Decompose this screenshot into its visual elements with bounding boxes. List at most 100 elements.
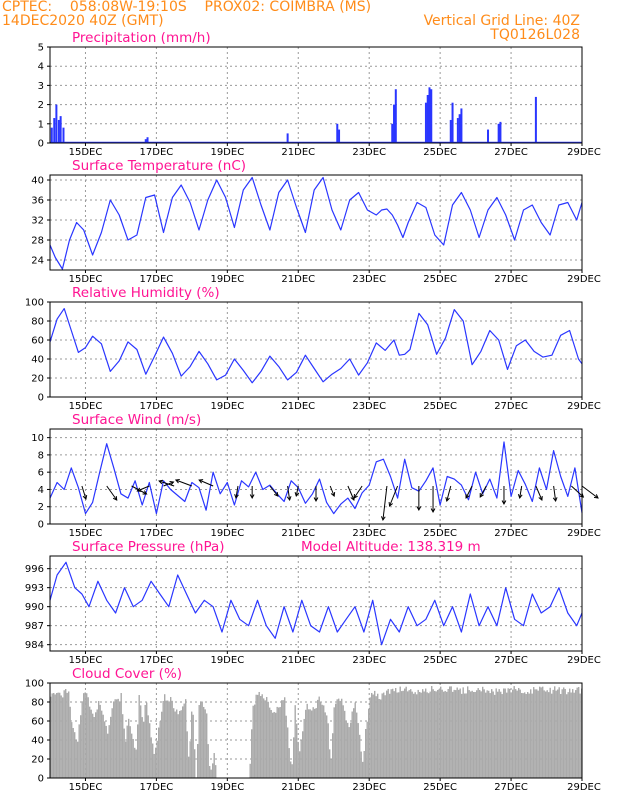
cloud-bar: [51, 693, 53, 778]
wind-vector: [445, 485, 452, 503]
cloud-bar: [408, 690, 410, 778]
cloud-bar: [528, 693, 530, 778]
pres-title: Surface Pressure (hPa): [72, 539, 225, 555]
wind-vectors: [81, 478, 599, 522]
cloud-bar: [105, 725, 107, 778]
cloud-xtick-label: 19DEC: [210, 782, 244, 793]
cloud-bar: [294, 705, 296, 778]
cloud-bar: [323, 705, 325, 778]
precip-bar: [144, 139, 147, 143]
temp-xtick-label: 23DEC: [352, 274, 386, 285]
cloud-bar: [110, 716, 112, 778]
cloud-bar: [474, 692, 476, 778]
cloud-bar: [197, 744, 199, 778]
cloud-bar: [59, 692, 61, 778]
cloud-bar: [500, 691, 502, 778]
cloud-bar: [138, 695, 140, 778]
cloud-bar: [570, 692, 572, 778]
cloud-bar: [162, 700, 164, 778]
cloud-xtick-label: 21DEC: [281, 782, 315, 793]
cloud-bar: [335, 703, 337, 778]
cloud-bar: [564, 688, 566, 778]
wind-vector: [347, 485, 355, 501]
cloud-bar: [141, 717, 143, 778]
cloud-bar: [431, 686, 433, 778]
cloud-bar: [524, 692, 526, 778]
rh-ytick-label: 60: [31, 336, 44, 347]
cloud-bar: [143, 721, 145, 778]
cloud-bar: [329, 749, 331, 778]
cloud-bar: [452, 691, 454, 778]
precip-bar: [460, 108, 463, 143]
rh-xtick-label: 21DEC: [281, 401, 315, 412]
cloud-bar: [521, 692, 523, 778]
precip-bar: [487, 129, 490, 143]
precip-bar: [50, 127, 53, 143]
cloud-bar: [269, 707, 271, 778]
cloud-bar: [306, 703, 308, 778]
wind-vector: [234, 485, 239, 500]
cloud-bar: [449, 686, 451, 778]
rh-ytick-label: 20: [31, 374, 44, 385]
cloud-bar: [69, 706, 71, 778]
cloud-bar: [348, 727, 350, 778]
cloud-bar: [362, 761, 364, 778]
cloud-bar: [375, 696, 377, 778]
cloud-bar: [437, 689, 439, 778]
rh-ytick-label: 80: [31, 317, 44, 328]
cloud-bar: [305, 709, 307, 778]
precip-bar: [338, 129, 341, 143]
temp-ytick-label: 24: [31, 256, 44, 267]
cloud-bar: [417, 689, 419, 778]
cloud-bar: [435, 691, 437, 778]
cloud-bar: [192, 714, 194, 778]
cloud-bar: [393, 691, 395, 778]
cloud-bar: [176, 709, 178, 778]
precip-ytick-label: 1: [38, 119, 44, 130]
precip-bar: [146, 137, 149, 143]
header-coords: 058:08W-19:10S: [69, 0, 187, 15]
cloud-bar: [252, 705, 254, 778]
wind-xtick-label: 21DEC: [281, 528, 315, 539]
cloud-bar: [122, 714, 124, 778]
cloud-bar: [263, 698, 265, 778]
cloud-bar: [551, 693, 553, 778]
cloud-bar: [300, 740, 302, 778]
cloud-bar: [161, 711, 163, 778]
cloud-bar: [513, 686, 515, 778]
cloud-bar: [168, 701, 170, 778]
precip-xtick-label: 21DEC: [281, 147, 315, 158]
cloud-bar: [416, 694, 418, 778]
cloud-bar: [324, 712, 326, 778]
header-station: PROX02: COIMBRA (MS): [204, 0, 372, 15]
wind-ytick-label: 4: [38, 485, 44, 496]
pres-xtick-label: 25DEC: [423, 655, 457, 666]
cloud-bar: [183, 703, 185, 778]
cloud-bar: [137, 724, 139, 778]
cloud-bar: [518, 687, 520, 778]
precip-bar: [394, 89, 397, 143]
cloud-bar: [84, 692, 86, 778]
pres-ytick-label: 984: [25, 640, 44, 651]
precip-ytick-label: 4: [38, 62, 44, 73]
cloud-bar: [537, 690, 539, 778]
cloud-bar: [63, 690, 65, 778]
cloud-bar: [80, 715, 82, 778]
cloud-xtick-label: 15DEC: [69, 782, 103, 793]
cloud-bar: [441, 689, 443, 778]
wind-ytick-label: 10: [31, 433, 44, 444]
cloud-bar: [255, 694, 257, 778]
wind-ytick-label: 6: [38, 468, 44, 479]
precip-bar: [451, 102, 454, 143]
cloud-bar: [536, 689, 538, 778]
cloud-bar: [123, 728, 125, 778]
cloud-bar: [108, 725, 110, 778]
cloud-bar: [347, 722, 349, 778]
cloud-bar: [320, 701, 322, 778]
cloud-bar: [62, 697, 64, 778]
cloud-bar: [68, 691, 70, 778]
cloud-bar: [465, 693, 467, 778]
precip-panel: 0 1 2 3 4 5 15DEC 17DEC 19DEC 21DEC 23DEC 25DEC 27DE…: [38, 30, 601, 158]
wind-vector: [535, 485, 543, 501]
precip-ytick-label: 2: [38, 100, 44, 111]
